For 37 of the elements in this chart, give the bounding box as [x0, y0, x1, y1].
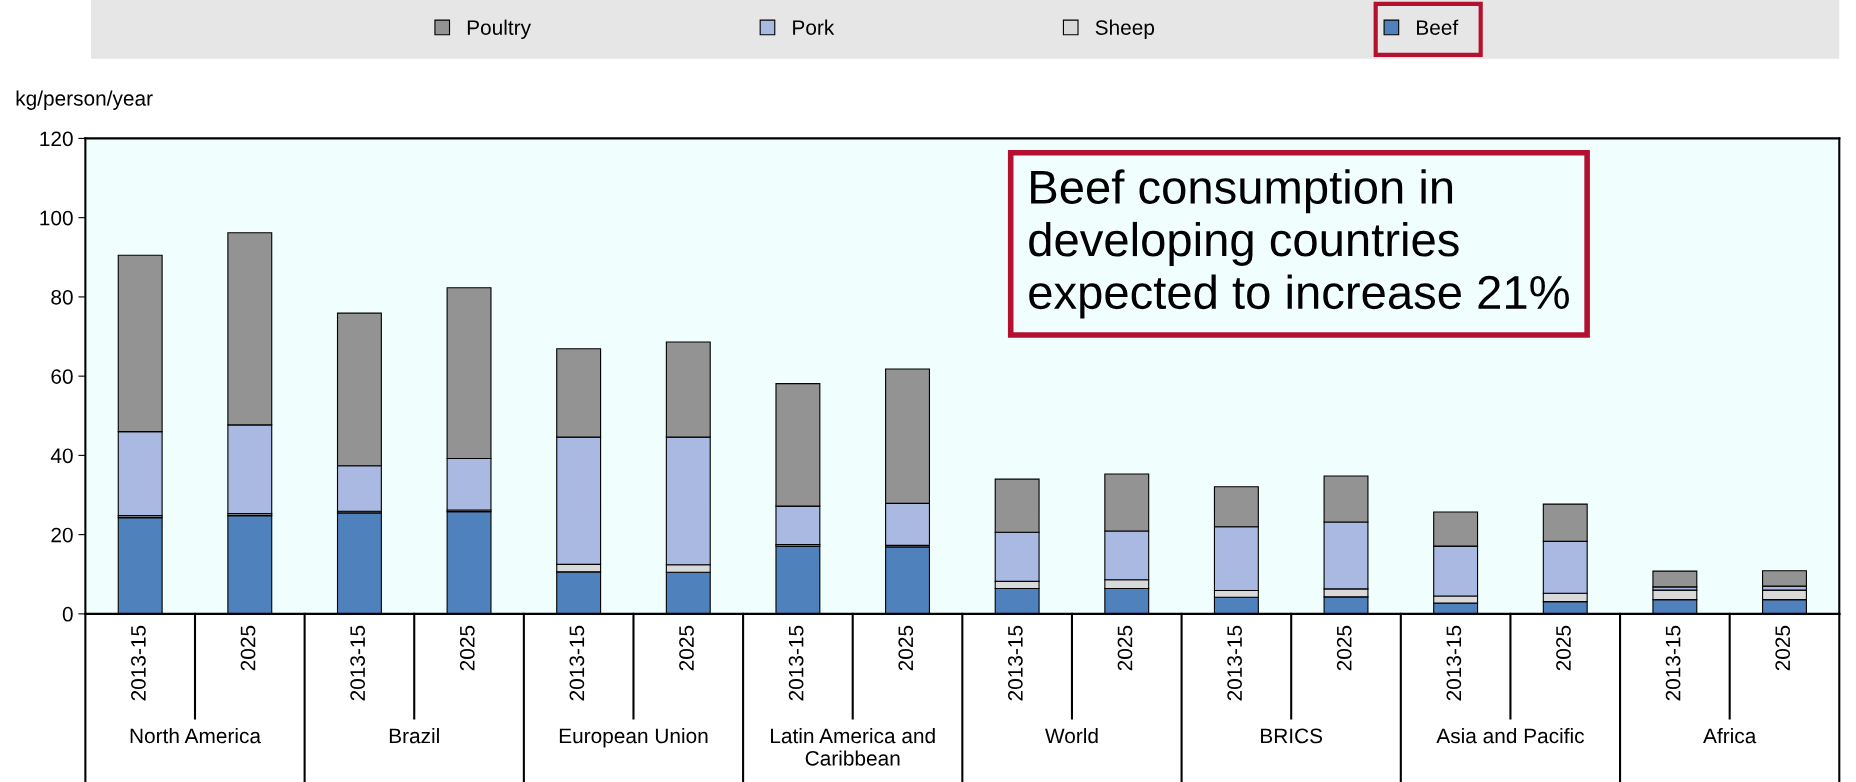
- legend-label: Pork: [793, 19, 835, 35]
- y-tick-label: 120: [40, 131, 73, 147]
- x-tick-label: 2013-15: [1446, 625, 1462, 701]
- x-tick-label: 2013-15: [350, 625, 366, 701]
- y-tick-label: 100: [40, 210, 73, 226]
- y-tick-label: 40: [50, 448, 73, 464]
- x-tick-label: 2013-15: [131, 625, 146, 701]
- legend-label: Poultry: [467, 19, 531, 40]
- text: Africa: [1703, 727, 1757, 744]
- x-tick-label: 2013-15: [1007, 625, 1023, 701]
- text: Asia and Pacific: [1436, 727, 1584, 744]
- annotation: Beef consumption in developing countries expected to increase 21%: [1029, 169, 1569, 319]
- text: Brazil: [389, 727, 439, 744]
- y-axis-title: kg/person/year: [16, 90, 153, 110]
- text: World: [1045, 727, 1098, 744]
- x-tick-label: 2013-15: [788, 625, 804, 701]
- x-tick-label: 2025: [1556, 625, 1571, 671]
- y-tick-label: 80: [51, 289, 73, 305]
- legend-label: Beef: [1417, 19, 1459, 35]
- x-tick-label: 2025: [240, 625, 256, 671]
- legend-label: Sheep: [1095, 19, 1155, 40]
- y-tick-label: 20: [51, 527, 73, 543]
- text: European Union: [559, 727, 708, 748]
- text: Latin America and Caribbean: [771, 727, 935, 766]
- y-tick-label: 60: [51, 369, 73, 384]
- text: North America: [130, 727, 261, 744]
- x-tick-label: 2025: [898, 625, 914, 671]
- x-tick-label: 2025: [1117, 625, 1133, 671]
- x-tick-label: 2013-15: [569, 625, 585, 701]
- x-tick-label: 2013-15: [1227, 625, 1242, 701]
- x-tick-label: 2025: [459, 625, 475, 671]
- text: BRICS: [1261, 728, 1323, 744]
- x-tick-label: 2025: [679, 625, 694, 671]
- x-tick-label: 2025: [1775, 625, 1791, 671]
- x-tick-label: 2025: [1336, 625, 1352, 671]
- y-tick-label: 0: [62, 606, 73, 622]
- x-tick-label: 2013-15: [1665, 625, 1681, 701]
